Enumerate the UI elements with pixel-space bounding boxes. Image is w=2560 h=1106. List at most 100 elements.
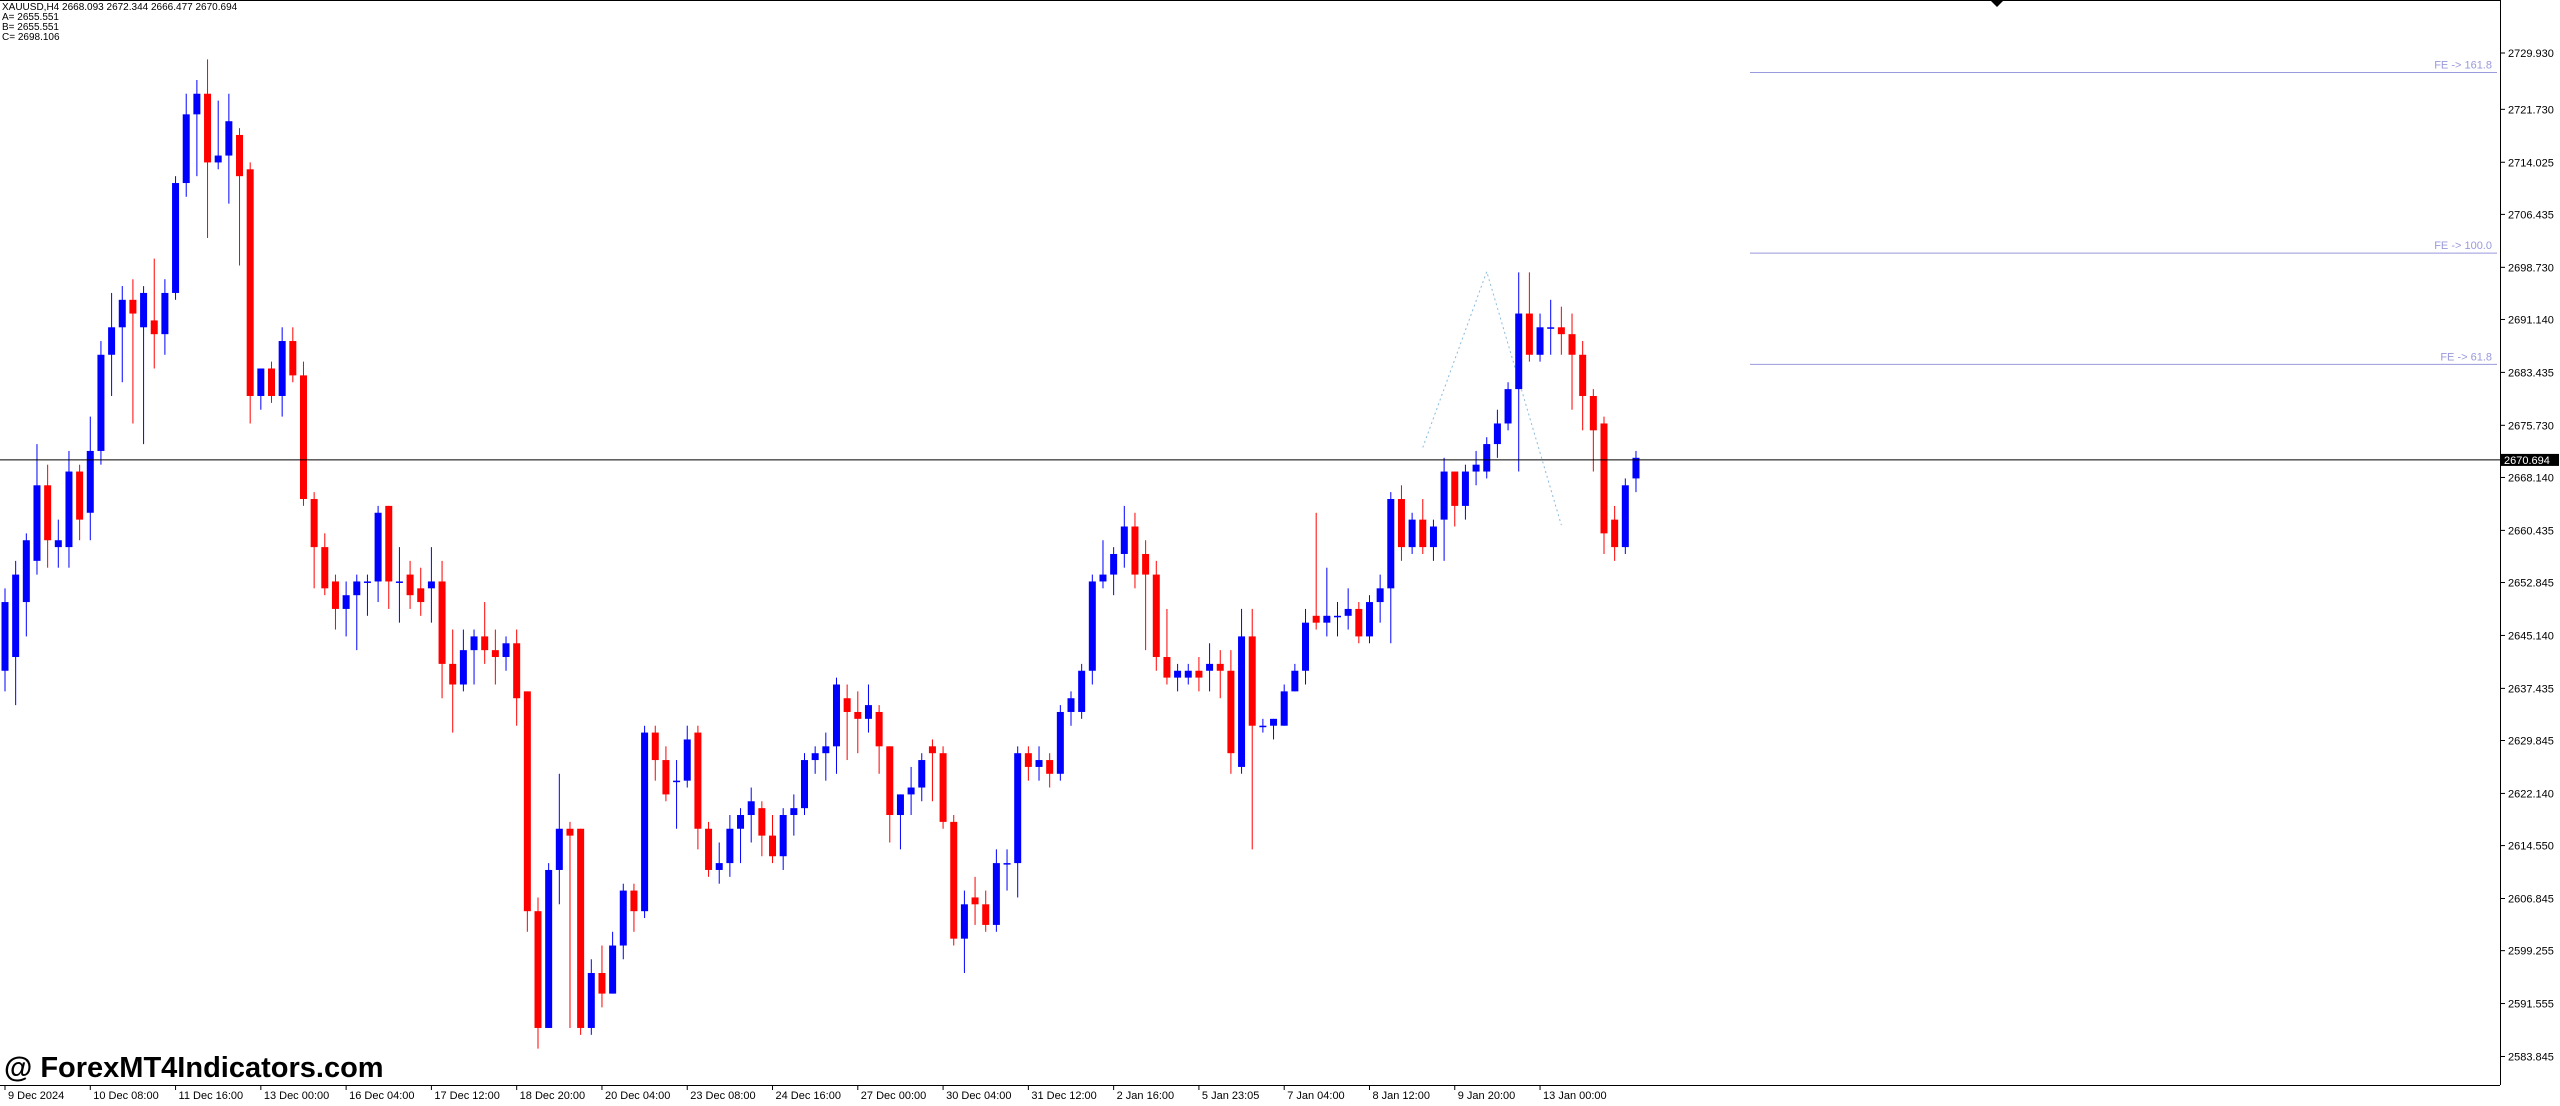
current-price-tag (2501, 453, 2559, 466)
candle-body (1355, 608, 1363, 637)
candle-body (651, 732, 659, 761)
candle-body (1589, 395, 1597, 431)
y-tick-label: 2691.140 (2508, 314, 2554, 326)
candle-body (1280, 691, 1288, 726)
candle-body (1557, 327, 1565, 335)
candle-body (1248, 636, 1256, 726)
candle-body (1621, 485, 1629, 548)
candle-body (33, 485, 41, 561)
y-tick-label: 2729.930 (2508, 48, 2554, 60)
candle-body (1397, 499, 1405, 548)
candle-body (1088, 581, 1096, 671)
candle-body (299, 375, 307, 500)
candle-body (598, 973, 606, 994)
candle-body (896, 794, 904, 816)
candle-body (1174, 670, 1182, 678)
chart-shift-marker (1990, 0, 2004, 7)
candle-body (918, 760, 926, 788)
candle-body (449, 663, 457, 685)
fe-level-label: FE -> 100.0 (2434, 240, 2492, 252)
candle-body (715, 863, 723, 870)
candle-body (1152, 574, 1160, 658)
candle-body (747, 801, 755, 816)
x-tick-label: 27 Dec 00:00 (861, 1090, 926, 1102)
candle-body (193, 93, 201, 115)
candle-body (587, 973, 595, 1028)
candle-body (342, 595, 350, 609)
candle-body (928, 746, 936, 754)
candle-body (363, 581, 371, 583)
candle-body (1525, 313, 1533, 355)
candle-body (971, 897, 979, 905)
candle-body (246, 169, 254, 396)
candle-body (1376, 588, 1384, 603)
candle-body (1387, 499, 1395, 589)
candle-body (427, 581, 435, 589)
candle-body (321, 547, 329, 589)
x-tick-label: 11 Dec 16:00 (179, 1090, 244, 1102)
candle-body (1, 602, 9, 671)
candle-body (822, 746, 830, 754)
y-tick-label: 2637.435 (2508, 683, 2554, 695)
x-tick-label: 5 Jan 23:05 (1202, 1090, 1260, 1102)
candle-body (76, 471, 84, 520)
candle-body (801, 760, 808, 809)
candle-body (1142, 553, 1150, 575)
candle-body (502, 643, 510, 658)
candle-body (950, 821, 958, 939)
candle-body (1600, 423, 1608, 534)
candle-body (1227, 670, 1235, 754)
candle-body (12, 574, 20, 658)
fe-level-label: FE -> 161.8 (2434, 59, 2492, 71)
y-tick-label: 2614.550 (2508, 841, 2554, 853)
candle-body (1568, 334, 1576, 355)
x-tick-label: 2 Jan 16:00 (1117, 1090, 1175, 1102)
candle-body (1461, 471, 1469, 506)
candle-body (992, 863, 1000, 925)
candle-body (769, 835, 777, 857)
candle-body (118, 299, 126, 328)
y-tick-label: 2583.845 (2508, 1052, 2554, 1064)
candle-body (278, 341, 286, 396)
y-tick-label: 2599.255 (2508, 946, 2554, 958)
candle-body (939, 753, 947, 822)
candle-body (1429, 526, 1437, 548)
point-b-readout: B= 2655.551 (2, 22, 59, 33)
candle-body (534, 911, 542, 1028)
candle-body (1163, 657, 1171, 678)
candle-body (1504, 389, 1512, 424)
candle-body (758, 808, 766, 836)
candle-body (470, 636, 478, 651)
candle-body (907, 787, 915, 795)
candle-body (257, 368, 265, 396)
candle-body (1035, 760, 1043, 767)
candle-body (566, 828, 574, 836)
candle-body (1238, 636, 1246, 767)
candle-body (1344, 608, 1352, 616)
y-tick-label: 2645.140 (2508, 630, 2554, 642)
candle-body (331, 581, 339, 609)
y-tick-label: 2683.435 (2508, 367, 2554, 379)
y-tick-label: 2675.730 (2508, 420, 2554, 432)
candle-body (630, 890, 638, 912)
candle-body (54, 540, 62, 548)
candle-body (1312, 615, 1320, 623)
candle-body (1099, 574, 1107, 582)
candle-body (854, 711, 862, 719)
candle-body (172, 183, 180, 293)
watermark: @ ForexMT4Indicators.com (4, 1052, 384, 1084)
candle-body (1440, 471, 1448, 520)
candle-body (1547, 327, 1555, 329)
candle-body (1334, 615, 1341, 618)
candle-body (1046, 760, 1054, 774)
candle-body (832, 684, 840, 747)
x-tick-label: 8 Jan 12:00 (1372, 1090, 1430, 1102)
candle-body (609, 945, 617, 994)
candle-body (97, 354, 105, 451)
candle-body (140, 292, 148, 328)
y-tick-label: 2591.555 (2508, 999, 2554, 1011)
candle-body (22, 540, 30, 603)
candle-body (289, 341, 297, 376)
candle-body (790, 808, 798, 816)
